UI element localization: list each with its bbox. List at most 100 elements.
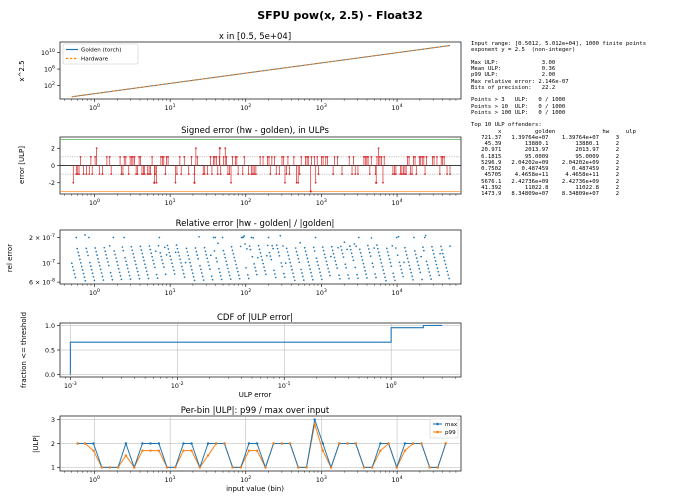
panel3-ylabel: rel error — [6, 244, 14, 272]
error-point — [436, 155, 438, 158]
rel-error-point — [438, 274, 441, 277]
stats-line: 5676.1 2.42736e+09 2.42736e+09 2 — [471, 178, 620, 185]
error-point — [149, 173, 152, 176]
rel-error-point — [385, 247, 388, 250]
rel-error-point-max — [84, 234, 86, 236]
rel-error-point — [310, 271, 312, 274]
rel-error-point — [441, 249, 443, 251]
rel-error-point — [366, 276, 368, 279]
rel-error-point — [79, 262, 82, 264]
rel-error-point — [278, 254, 281, 257]
rel-error-point — [395, 247, 397, 249]
rel-error-point — [291, 268, 293, 271]
rel-error-point — [149, 248, 152, 251]
stats-line: 6.1815 95.0009 95.0009 2 — [471, 153, 620, 160]
rel-error-point — [182, 272, 185, 275]
rel-error-point — [424, 234, 427, 237]
rel-error-point — [197, 257, 200, 260]
rel-error-point — [175, 244, 178, 246]
error-point — [403, 173, 406, 176]
rel-error-point — [308, 264, 311, 267]
rel-error-point — [343, 241, 346, 244]
rel-error-point — [253, 263, 255, 265]
error-point-extreme — [375, 181, 378, 184]
error-point — [243, 155, 246, 158]
rel-error-point — [228, 271, 230, 273]
error-point — [399, 173, 402, 176]
rel-error-point — [126, 267, 129, 270]
rel-error-point — [259, 252, 262, 254]
series-p99-point — [190, 449, 193, 452]
rel-error-point — [70, 262, 73, 265]
rel-error-point — [252, 237, 255, 239]
rel-error-point — [301, 272, 303, 274]
rel-error-point — [348, 245, 351, 247]
rel-error-point — [75, 236, 78, 239]
rel-error-point — [273, 269, 275, 272]
x-tick-label: 10-2 — [171, 381, 184, 390]
rel-error-point — [116, 264, 119, 267]
rel-error-point — [176, 247, 179, 250]
y-tick-label: 10-7 — [42, 258, 55, 267]
series-p99-line — [77, 424, 447, 469]
rel-error-point — [348, 277, 350, 280]
rel-error-point — [131, 249, 134, 252]
error-point — [310, 155, 313, 158]
rel-error-point — [137, 274, 140, 277]
rel-error-point — [188, 258, 190, 260]
figure-title: SFPU pow(x, 2.5) - Float32 — [257, 9, 423, 22]
stats-line: Points > 3 ULP: 0 / 1000 — [471, 97, 566, 104]
rel-error-point — [292, 272, 294, 275]
rel-error-point — [148, 245, 151, 247]
error-point — [190, 155, 193, 158]
rel-error-point — [109, 271, 112, 274]
rel-error-point — [358, 236, 360, 239]
error-point — [119, 155, 121, 158]
rel-error-point — [360, 255, 363, 258]
rel-error-point — [154, 250, 157, 253]
x-tick-label: 104 — [392, 103, 403, 112]
rel-error-point — [327, 267, 330, 270]
rel-error-point — [367, 248, 370, 250]
rel-error-point — [193, 279, 196, 282]
rel-error-point — [199, 264, 201, 267]
rel-error-point — [286, 251, 289, 253]
rel-error-point — [294, 247, 297, 249]
rel-error-point — [258, 248, 261, 251]
rel-error-point — [389, 261, 392, 264]
error-point — [259, 155, 262, 158]
x-tick-label: 100 — [89, 103, 100, 112]
rel-error-point — [339, 277, 341, 280]
error-point — [162, 155, 165, 158]
error-point — [142, 173, 145, 176]
rel-error-point — [153, 266, 156, 269]
rel-error-point — [320, 275, 322, 277]
panel4-title: CDF of |ULP error| — [217, 313, 293, 323]
rel-error-point — [254, 266, 256, 269]
series-p99-point — [297, 466, 300, 469]
error-point — [122, 173, 124, 176]
rel-error-point — [376, 244, 378, 246]
error-point — [333, 155, 336, 158]
rel-error-point — [135, 263, 137, 266]
error-point — [365, 155, 368, 158]
rel-error-point — [125, 260, 127, 263]
stats-line: Input range: [0.5012, 5.012e+04], 1000 f… — [471, 41, 647, 47]
rel-error-point — [413, 250, 416, 252]
rel-error-point — [408, 264, 411, 267]
error-point — [231, 155, 234, 158]
error-point — [161, 155, 164, 158]
series-p99-point — [182, 449, 185, 452]
error-point — [412, 155, 415, 158]
rel-error-point — [158, 236, 161, 239]
panel1-plot — [71, 44, 451, 98]
error-point — [408, 155, 410, 158]
error-point — [414, 155, 416, 158]
rel-error-point — [133, 256, 135, 259]
error-point — [438, 173, 441, 176]
rel-error-point — [227, 267, 229, 270]
error-point — [449, 173, 451, 176]
error-point — [165, 155, 168, 158]
rel-error-point — [397, 235, 400, 238]
series-max-point — [403, 442, 407, 445]
